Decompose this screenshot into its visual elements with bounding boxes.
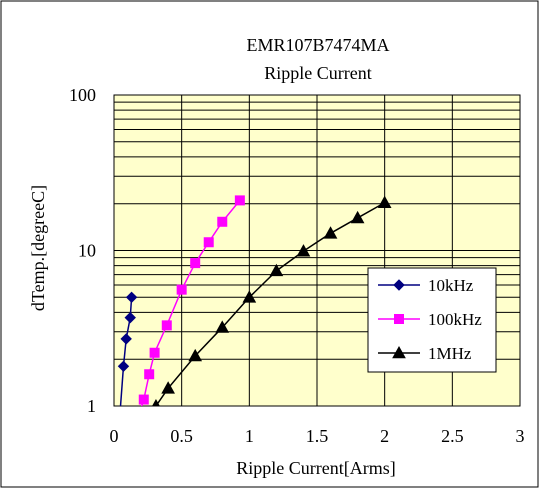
point-diamond: [393, 279, 405, 291]
legend-label: 100kHz: [428, 310, 482, 329]
point-triangle: [161, 381, 175, 394]
legend: 10kHz 100kHz 1MHz: [367, 267, 497, 373]
x-tick-label: 0: [110, 426, 119, 446]
point-triangle: [392, 345, 406, 359]
x-tick-label: 3: [516, 426, 525, 446]
point-square: [234, 195, 245, 206]
point-square: [203, 237, 214, 248]
series-1MHz: [152, 195, 392, 406]
point-diamond: [117, 360, 130, 373]
point-triangle: [188, 348, 203, 362]
axis-tick-labels: 0 0.5 1 1.5 2 2.5 3 1 10 100: [69, 85, 525, 446]
x-tick-label: 2: [380, 426, 389, 446]
legend-label: 10kHz: [428, 276, 474, 295]
point-square: [138, 394, 149, 405]
series-100kHz: [138, 195, 245, 406]
point-square: [144, 369, 155, 380]
point-square: [161, 320, 172, 331]
series-10kHz: [117, 291, 138, 406]
point-diamond: [120, 333, 132, 345]
point-square: [217, 216, 228, 227]
chart-title: EMR107B7474MA: [246, 35, 389, 55]
point-triangle: [269, 263, 284, 277]
x-tick-label: 0.5: [170, 426, 193, 446]
y-tick-label: 1: [87, 396, 96, 416]
y-tick-label: 10: [78, 241, 96, 261]
x-tick-label: 1: [245, 426, 254, 446]
point-triangle: [215, 320, 230, 333]
point-triangle: [323, 226, 338, 239]
x-axis-label: Ripple Current[Arms]: [236, 458, 395, 478]
series-group: [117, 195, 392, 406]
point-triangle: [242, 290, 257, 303]
point-square: [149, 347, 160, 358]
x-tick-label: 2.5: [441, 426, 464, 446]
point-triangle: [350, 210, 365, 224]
series-line: [140, 199, 241, 406]
legend-label: 1MHz: [428, 344, 472, 363]
point-diamond: [124, 311, 136, 324]
point-triangle: [152, 398, 160, 406]
point-square: [190, 258, 201, 269]
y-tick-label: 100: [69, 85, 96, 105]
point-square: [394, 314, 404, 324]
y-axis-label: dTemp.[degreeC]: [28, 185, 48, 311]
point-square: [176, 284, 187, 295]
point-triangle: [296, 244, 311, 257]
chart-subtitle: Ripple Current: [264, 63, 371, 83]
x-tick-label: 1.5: [306, 426, 329, 446]
point-diamond: [125, 291, 138, 304]
point-triangle: [377, 195, 392, 208]
